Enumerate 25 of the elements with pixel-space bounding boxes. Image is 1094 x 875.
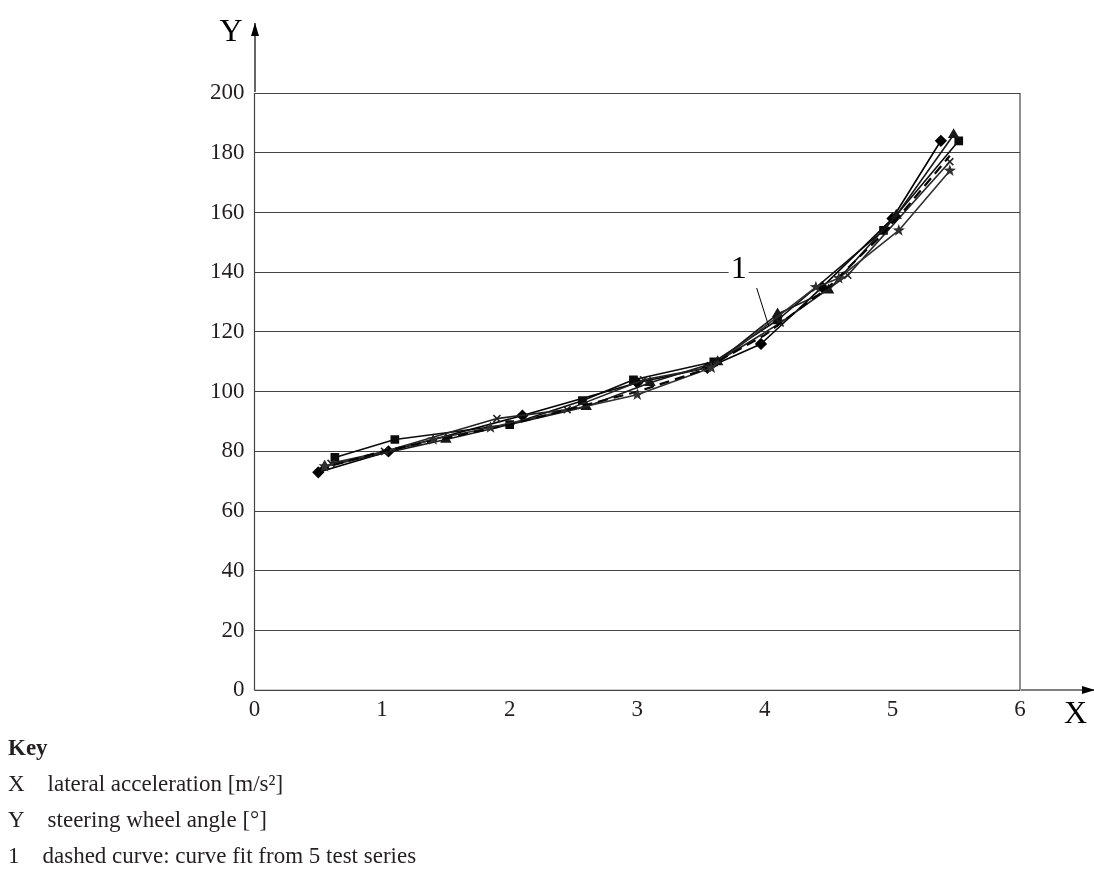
annotation: 1	[730, 249, 747, 286]
y-tick-label: 100	[210, 377, 245, 403]
y-axis-title: Y	[219, 12, 243, 49]
y-tick-label: 120	[210, 318, 245, 344]
y-tick-label: 40	[221, 556, 245, 582]
x-axis-title: X	[1064, 693, 1088, 730]
text: 1 dashed curve: curve fit from 5 test series	[8, 842, 417, 870]
y-tick-label: 0	[233, 676, 245, 702]
x-tick-label: 5	[886, 696, 899, 722]
y-tick-label: 80	[221, 437, 245, 463]
y-tick-label: 60	[221, 497, 245, 523]
y-tick-label: 160	[210, 198, 245, 224]
y-tick-label: 20	[221, 616, 245, 642]
x-tick-label: 1	[376, 696, 388, 722]
x-tick-label: 6	[1014, 696, 1026, 722]
x-tick-label: 0	[248, 696, 261, 722]
text: Y steering wheel angle [°]	[8, 806, 268, 834]
x-tick-label: 4	[759, 696, 772, 722]
y-tick-label: 200	[210, 79, 245, 105]
x-tick-label: 2	[503, 696, 516, 722]
y-tick-label: 180	[210, 138, 245, 164]
text: Key	[8, 734, 49, 762]
x-tick-label: 3	[631, 696, 643, 722]
text: X lateral acceleration [m/s²]	[8, 770, 285, 798]
y-tick-label: 140	[210, 258, 245, 284]
